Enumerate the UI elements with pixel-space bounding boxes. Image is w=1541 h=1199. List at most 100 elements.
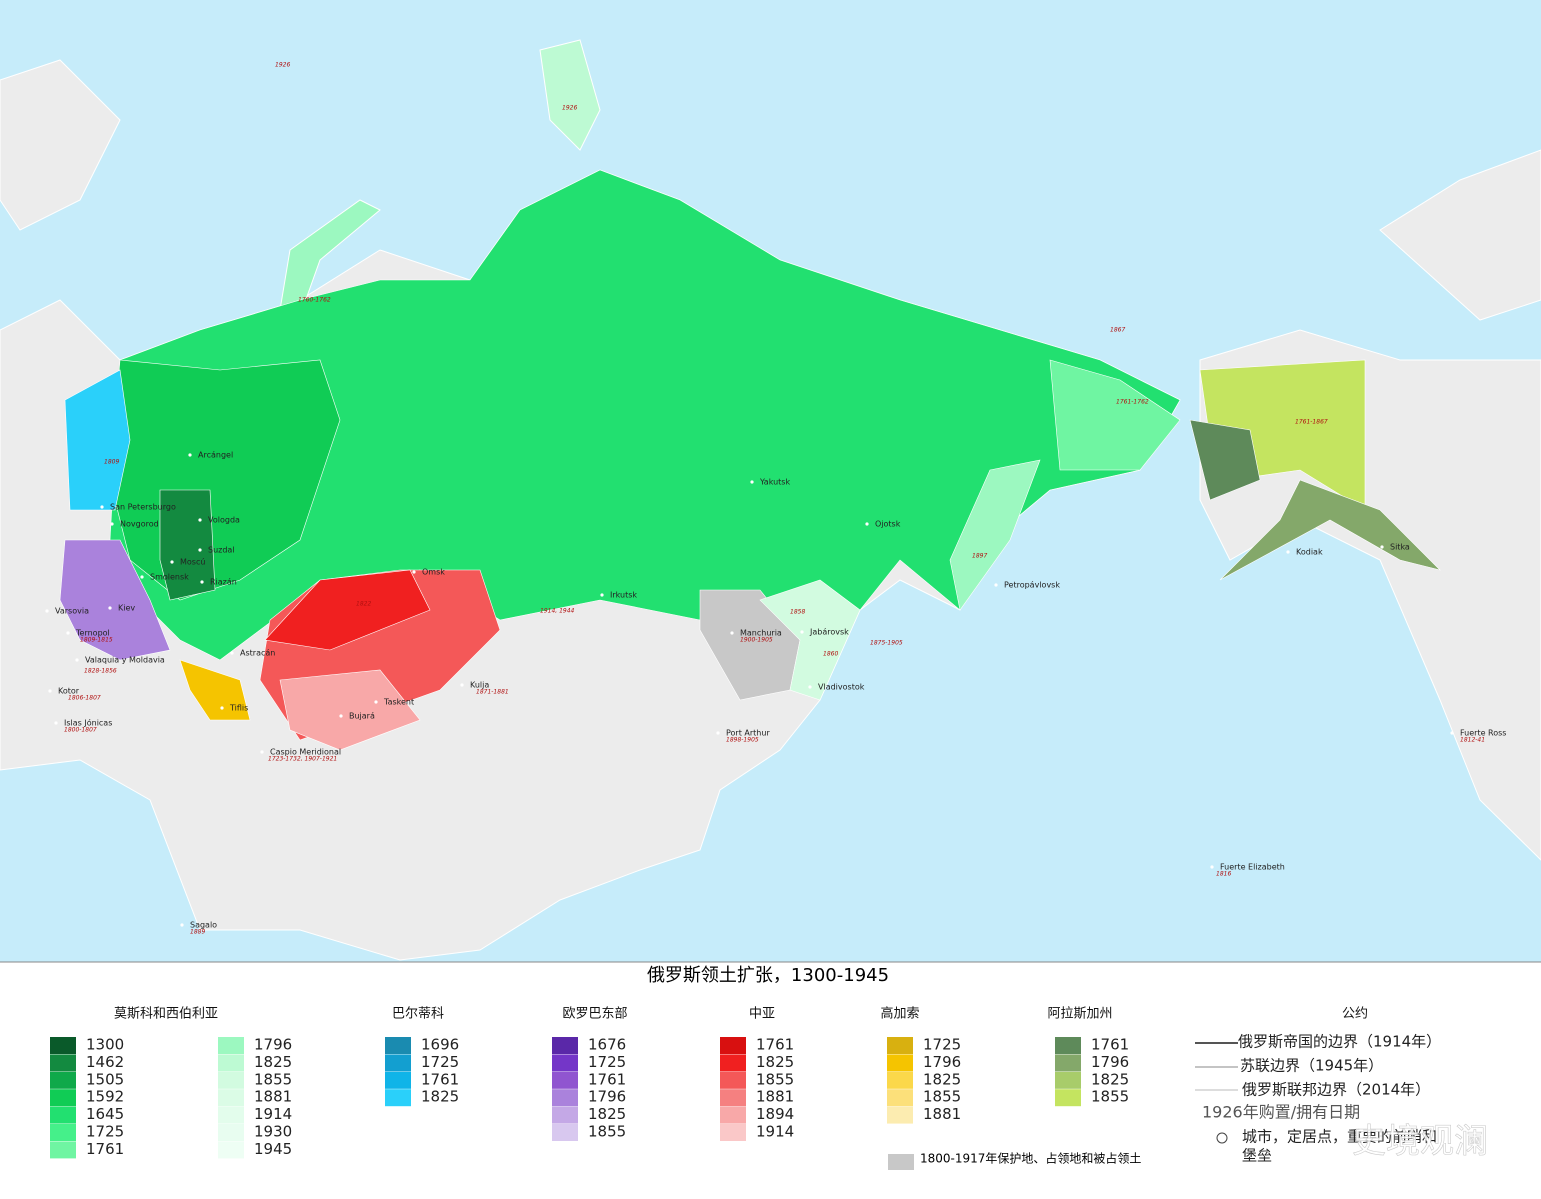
place-label: Sitka <box>1390 543 1410 552</box>
legend-year: 1796 <box>588 1088 626 1106</box>
legend-swatch <box>50 1089 76 1107</box>
place-label: Yakutsk <box>759 478 790 487</box>
date-label: 1867 <box>1110 327 1125 334</box>
city-dot <box>1210 865 1214 869</box>
city-dot <box>808 685 812 689</box>
legend-swatch <box>50 1054 76 1072</box>
legend-swatch <box>218 1089 244 1107</box>
place-label: Tiflis <box>229 704 248 713</box>
legend-swatch <box>218 1124 244 1141</box>
place-label: Taskent <box>383 698 414 707</box>
legend-year: 1881 <box>254 1088 292 1106</box>
legend-year: 1645 <box>86 1105 124 1123</box>
legend-swatch <box>720 1106 746 1124</box>
date-label: 1926 <box>275 62 290 69</box>
group-title: 高加索 <box>880 1006 919 1022</box>
legend-year: 1761 <box>421 1070 459 1088</box>
legend-year: 1725 <box>86 1123 124 1141</box>
protectorate-swatch <box>888 1154 914 1170</box>
place-label: Jabárovsk <box>809 628 849 637</box>
place-label: Fuerte Elizabeth <box>1220 863 1285 872</box>
place-label: San Petersburgo <box>110 503 176 512</box>
place-label: Astracán <box>240 649 275 658</box>
place-label: Irkutsk <box>610 591 637 600</box>
date-label: 1926 <box>562 105 577 112</box>
legend-swatch <box>887 1106 913 1124</box>
legend-swatch <box>887 1054 913 1072</box>
place-label: Ojotsk <box>875 520 901 529</box>
border-label: 苏联边界（1945年） <box>1240 1057 1383 1075</box>
city-dot <box>108 606 112 610</box>
legend-swatch <box>50 1071 76 1089</box>
city-dot <box>1286 550 1290 554</box>
conventions: 公约 俄罗斯帝国的边界（1914年） 苏联边界（1945年） 俄罗斯联邦边界（2… <box>888 1007 1488 1170</box>
legend-swatch <box>1055 1054 1081 1072</box>
date-label: 1875-1905 <box>870 640 903 647</box>
border-label: 俄罗斯联邦边界（2014年） <box>1242 1081 1430 1099</box>
place-label: Kodiak <box>1296 548 1323 557</box>
legend: 莫斯科和西伯利亚13001462150515921645172517611796… <box>50 1006 1129 1159</box>
date-label: 1812-41 <box>1460 737 1485 744</box>
place-label: Kiev <box>118 604 135 613</box>
place-label: Sagalo <box>190 921 217 930</box>
date-label: 1889 <box>190 929 205 936</box>
place-label: Smolensk <box>150 573 189 582</box>
city-dot <box>412 570 416 574</box>
russia <box>59 169 1441 751</box>
legend-swatch <box>552 1071 578 1089</box>
legend-swatch <box>887 1037 913 1054</box>
legend-year: 1825 <box>756 1053 794 1071</box>
date-label: 1871-1881 <box>476 689 509 696</box>
legend-year: 1761 <box>588 1070 626 1088</box>
legend-swatch <box>385 1054 411 1072</box>
city-note: 城市，定居点，重要的前哨和 <box>1242 1128 1437 1146</box>
city-dot <box>230 651 234 655</box>
legend-year: 1761 <box>1091 1036 1129 1054</box>
place-label: Varsovia <box>55 607 89 616</box>
legend-year: 1725 <box>588 1053 626 1071</box>
place-label: Ternopol <box>75 629 110 638</box>
legend-year: 1761 <box>756 1036 794 1054</box>
city-note: 堡垒 <box>1242 1147 1272 1165</box>
city-dot <box>716 731 720 735</box>
legend-swatch <box>887 1071 913 1089</box>
city-dot <box>170 560 174 564</box>
legend-year: 1894 <box>756 1105 794 1123</box>
legend-year: 1796 <box>923 1053 961 1071</box>
legend-year: 1796 <box>1091 1053 1129 1071</box>
place-label: Fuerte Ross <box>1460 729 1506 738</box>
date-label: 1900-1905 <box>740 637 773 644</box>
city-dot <box>75 658 79 662</box>
legend-year: 1914 <box>756 1123 794 1141</box>
legend-swatch <box>385 1089 411 1107</box>
legend-year: 1825 <box>254 1053 292 1071</box>
legend-swatch <box>552 1106 578 1124</box>
legend-year: 1881 <box>923 1105 961 1123</box>
place-label: Novgorod <box>120 520 159 529</box>
legend-swatch <box>218 1071 244 1089</box>
date-label: 1858 <box>790 609 805 616</box>
legend-swatch <box>552 1054 578 1072</box>
protectorate-label: 1800-1917年保护地、占领地和被占领土 <box>920 1151 1141 1166</box>
legend-year: 1761 <box>86 1140 124 1158</box>
legend-swatch <box>720 1054 746 1072</box>
date-label: 1761-1867 <box>1295 419 1328 426</box>
legend-year: 1592 <box>86 1088 124 1106</box>
city-dot <box>110 522 114 526</box>
place-label: Caspio Meridional <box>270 748 341 757</box>
legend-year: 1796 <box>254 1036 292 1054</box>
city-dot <box>188 453 192 457</box>
legend-year: 1855 <box>756 1070 794 1088</box>
legend-swatch <box>385 1071 411 1089</box>
legend-swatch <box>50 1106 76 1124</box>
legend-swatch <box>50 1037 76 1054</box>
date-label: 1822 <box>356 601 371 608</box>
city-dot <box>260 750 264 754</box>
legend-year: 1300 <box>86 1036 124 1054</box>
legend-year: 1505 <box>86 1070 124 1088</box>
legend-year: 1855 <box>254 1070 292 1088</box>
city-dot <box>1450 731 1454 735</box>
place-label: Vladivostok <box>818 683 865 692</box>
legend-year: 1725 <box>923 1036 961 1054</box>
